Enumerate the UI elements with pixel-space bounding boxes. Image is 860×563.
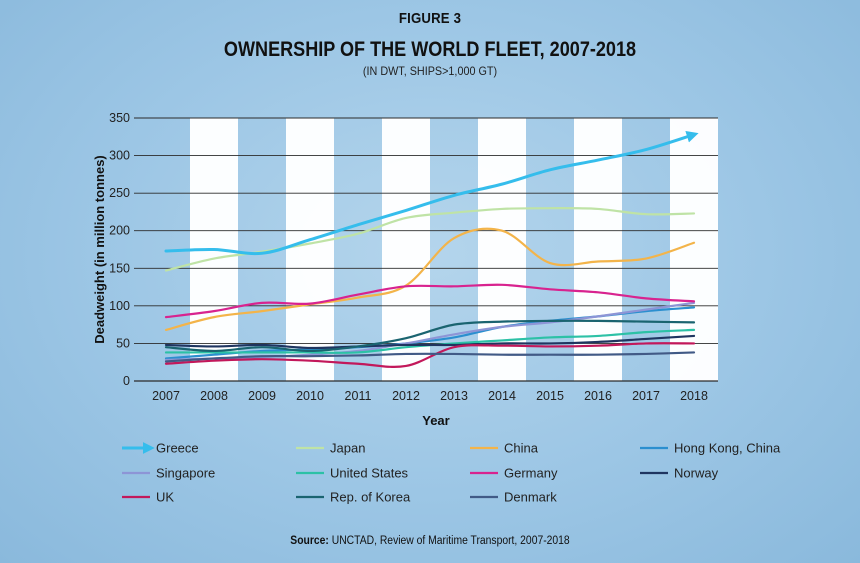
legend-label: China (504, 441, 539, 456)
legend-label: Singapore (156, 466, 215, 481)
legend-label: Germany (504, 466, 558, 481)
figure-label: FIGURE 3 (398, 10, 462, 27)
legend-label: UK (156, 490, 174, 505)
legend-item-hong-kong-china: Hong Kong, China (640, 441, 781, 456)
x-tick-label: 2014 (488, 389, 516, 403)
y-tick-label: 250 (109, 186, 130, 200)
series-line-denmark (164, 351, 696, 363)
x-axis-title: Year (422, 413, 449, 428)
legend-label: United States (330, 466, 409, 481)
x-tick-label: 2008 (200, 389, 228, 403)
y-tick-label: 50 (116, 336, 130, 350)
series-line-norway (164, 334, 696, 350)
source-note: Source: UNCTAD, Review of Maritime Trans… (43, 535, 817, 547)
legend-item-denmark: Denmark (470, 490, 557, 505)
legend-label: Greece (156, 441, 199, 456)
column-band-2010 (286, 118, 334, 381)
y-tick-label: 300 (109, 149, 130, 163)
series-line-uk (164, 342, 696, 369)
y-tick-label: 0 (123, 374, 130, 388)
series-line-greece (164, 130, 699, 256)
x-tick-label: 2018 (680, 389, 708, 403)
legend-item-singapore: Singapore (122, 466, 215, 481)
legend-item-greece: Greece (122, 441, 199, 456)
x-tick-label: 2011 (345, 389, 372, 403)
y-tick-label: 100 (109, 299, 130, 313)
y-tick-label: 150 (109, 261, 130, 275)
column-band-2014 (478, 118, 526, 381)
series-line-germany (164, 283, 696, 319)
source-prefix: Source: (290, 535, 329, 547)
x-tick-label: 2016 (584, 389, 612, 403)
series-line-china (164, 227, 696, 332)
x-tick-label: 2009 (248, 389, 276, 403)
chart-subtitle: (IN DWT, SHIPS>1,000 GT) (362, 64, 498, 78)
legend-item-china: China (470, 441, 539, 456)
y-tick-label: 350 (109, 111, 130, 125)
source-text: UNCTAD, Review of Maritime Transport, 20… (331, 535, 570, 547)
x-tick-label: 2007 (152, 389, 180, 403)
x-tick-label: 2015 (536, 389, 564, 403)
legend-label: Rep. of Korea (330, 490, 411, 505)
legend-item-united-states: United States (296, 466, 409, 481)
y-tick-label: 200 (109, 224, 130, 238)
legend-label: Japan (330, 441, 365, 456)
legend-item-japan: Japan (296, 441, 365, 456)
legend-item-germany: Germany (470, 466, 558, 481)
legend-label: Denmark (504, 490, 557, 505)
legend-item-rep-of-korea: Rep. of Korea (296, 490, 411, 505)
x-tick-label: 2012 (392, 389, 420, 403)
x-tick-label: 2013 (440, 389, 468, 403)
chart-title: OWNERSHIP OF THE WORLD FLEET, 2007-2018 (223, 38, 637, 61)
legend-item-norway: Norway (640, 466, 719, 481)
series-line-rep-of-korea (164, 319, 696, 353)
legend-label: Hong Kong, China (674, 441, 781, 456)
x-tick-label: 2017 (632, 389, 660, 403)
legend-label: Norway (674, 466, 719, 481)
y-axis-title: Deadweight (in million tonnes) (92, 155, 107, 344)
legend-item-uk: UK (122, 490, 174, 505)
x-tick-label: 2010 (296, 389, 324, 403)
